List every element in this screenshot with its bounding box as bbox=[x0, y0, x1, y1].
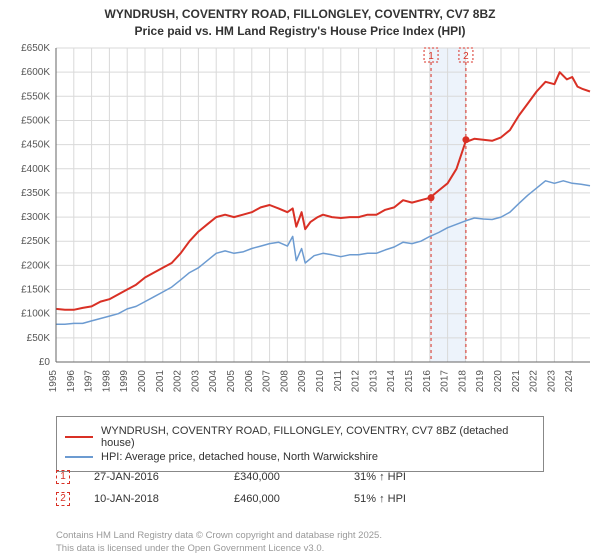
svg-text:2009: 2009 bbox=[297, 370, 308, 393]
transaction-delta: 31% ↑ HPI bbox=[354, 471, 524, 483]
svg-text:2017: 2017 bbox=[440, 370, 451, 393]
svg-text:2020: 2020 bbox=[493, 370, 504, 393]
svg-text:2018: 2018 bbox=[457, 370, 468, 393]
svg-text:£200K: £200K bbox=[21, 260, 50, 271]
transaction-marker: 1 bbox=[56, 470, 70, 484]
transaction-date: 27-JAN-2016 bbox=[94, 471, 234, 483]
svg-text:2010: 2010 bbox=[315, 370, 326, 393]
svg-text:£400K: £400K bbox=[21, 164, 50, 175]
svg-text:2019: 2019 bbox=[475, 370, 486, 393]
chart-svg: £0 £50K £100K £150K £200K £250K £300K £350K £400… bbox=[6, 44, 594, 410]
legend: WYNDRUSH, COVENTRY ROAD, FILLONGLEY, COV… bbox=[56, 416, 544, 472]
svg-text:2015: 2015 bbox=[404, 370, 415, 393]
svg-text:1996: 1996 bbox=[66, 370, 77, 393]
title-line-1: WYNDRUSH, COVENTRY ROAD, FILLONGLEY, COV… bbox=[0, 6, 600, 23]
svg-text:2004: 2004 bbox=[208, 370, 219, 393]
svg-text:2002: 2002 bbox=[173, 370, 184, 393]
footer-line-2: This data is licensed under the Open Gov… bbox=[56, 543, 382, 556]
price-chart: £0 £50K £100K £150K £200K £250K £300K £350K £400… bbox=[6, 44, 594, 410]
footer-line-1: Contains HM Land Registry data © Crown c… bbox=[56, 530, 382, 543]
svg-text:£50K: £50K bbox=[27, 333, 51, 344]
svg-text:£450K: £450K bbox=[21, 140, 50, 151]
svg-text:2005: 2005 bbox=[226, 370, 237, 393]
svg-text:£350K: £350K bbox=[21, 188, 50, 199]
transaction-price: £460,000 bbox=[234, 493, 354, 505]
svg-text:2006: 2006 bbox=[244, 370, 255, 393]
svg-text:£0: £0 bbox=[39, 357, 51, 368]
svg-text:£150K: £150K bbox=[21, 285, 50, 296]
legend-label: WYNDRUSH, COVENTRY ROAD, FILLONGLEY, COV… bbox=[101, 425, 535, 449]
svg-text:£300K: £300K bbox=[21, 212, 50, 223]
chart-title: WYNDRUSH, COVENTRY ROAD, FILLONGLEY, COV… bbox=[0, 0, 600, 40]
transaction-marker: 2 bbox=[56, 492, 70, 506]
transaction-date: 10-JAN-2018 bbox=[94, 493, 234, 505]
attribution-footer: Contains HM Land Registry data © Crown c… bbox=[56, 530, 382, 556]
svg-text:2013: 2013 bbox=[368, 370, 379, 393]
svg-text:2024: 2024 bbox=[564, 370, 575, 393]
legend-row: HPI: Average price, detached house, Nort… bbox=[65, 451, 535, 463]
svg-text:£650K: £650K bbox=[21, 44, 50, 54]
svg-text:2016: 2016 bbox=[422, 370, 433, 393]
title-line-2: Price paid vs. HM Land Registry's House … bbox=[0, 23, 600, 40]
legend-swatch bbox=[65, 456, 93, 458]
svg-text:1999: 1999 bbox=[119, 370, 130, 393]
svg-text:£100K: £100K bbox=[21, 309, 50, 320]
svg-text:2011: 2011 bbox=[333, 370, 344, 392]
svg-text:£550K: £550K bbox=[21, 91, 50, 102]
svg-text:2: 2 bbox=[463, 51, 469, 62]
svg-text:2000: 2000 bbox=[137, 370, 148, 393]
svg-text:2001: 2001 bbox=[155, 370, 166, 393]
svg-text:1998: 1998 bbox=[101, 370, 112, 393]
svg-text:£500K: £500K bbox=[21, 115, 50, 126]
transaction-row: 2 10-JAN-2018£460,00051% ↑ HPI bbox=[56, 488, 544, 510]
legend-label: HPI: Average price, detached house, Nort… bbox=[101, 451, 378, 463]
svg-text:2008: 2008 bbox=[279, 370, 290, 393]
svg-text:2023: 2023 bbox=[546, 370, 557, 393]
svg-text:2022: 2022 bbox=[529, 370, 540, 393]
svg-text:1995: 1995 bbox=[48, 370, 59, 393]
legend-row: WYNDRUSH, COVENTRY ROAD, FILLONGLEY, COV… bbox=[65, 425, 535, 449]
svg-text:2021: 2021 bbox=[511, 370, 522, 393]
svg-text:£600K: £600K bbox=[21, 67, 50, 78]
svg-text:1997: 1997 bbox=[84, 370, 95, 393]
transaction-row: 1 27-JAN-2016£340,00031% ↑ HPI bbox=[56, 466, 544, 488]
svg-text:2003: 2003 bbox=[190, 370, 201, 393]
transaction-price: £340,000 bbox=[234, 471, 354, 483]
svg-text:£250K: £250K bbox=[21, 236, 50, 247]
legend-swatch bbox=[65, 436, 93, 438]
transactions-table: 1 27-JAN-2016£340,00031% ↑ HPI 2 10-JAN-201… bbox=[56, 466, 544, 510]
svg-text:1: 1 bbox=[428, 51, 434, 62]
svg-text:2007: 2007 bbox=[262, 370, 273, 393]
svg-text:2014: 2014 bbox=[386, 370, 397, 393]
transaction-delta: 51% ↑ HPI bbox=[354, 493, 524, 505]
svg-text:2012: 2012 bbox=[351, 370, 362, 393]
